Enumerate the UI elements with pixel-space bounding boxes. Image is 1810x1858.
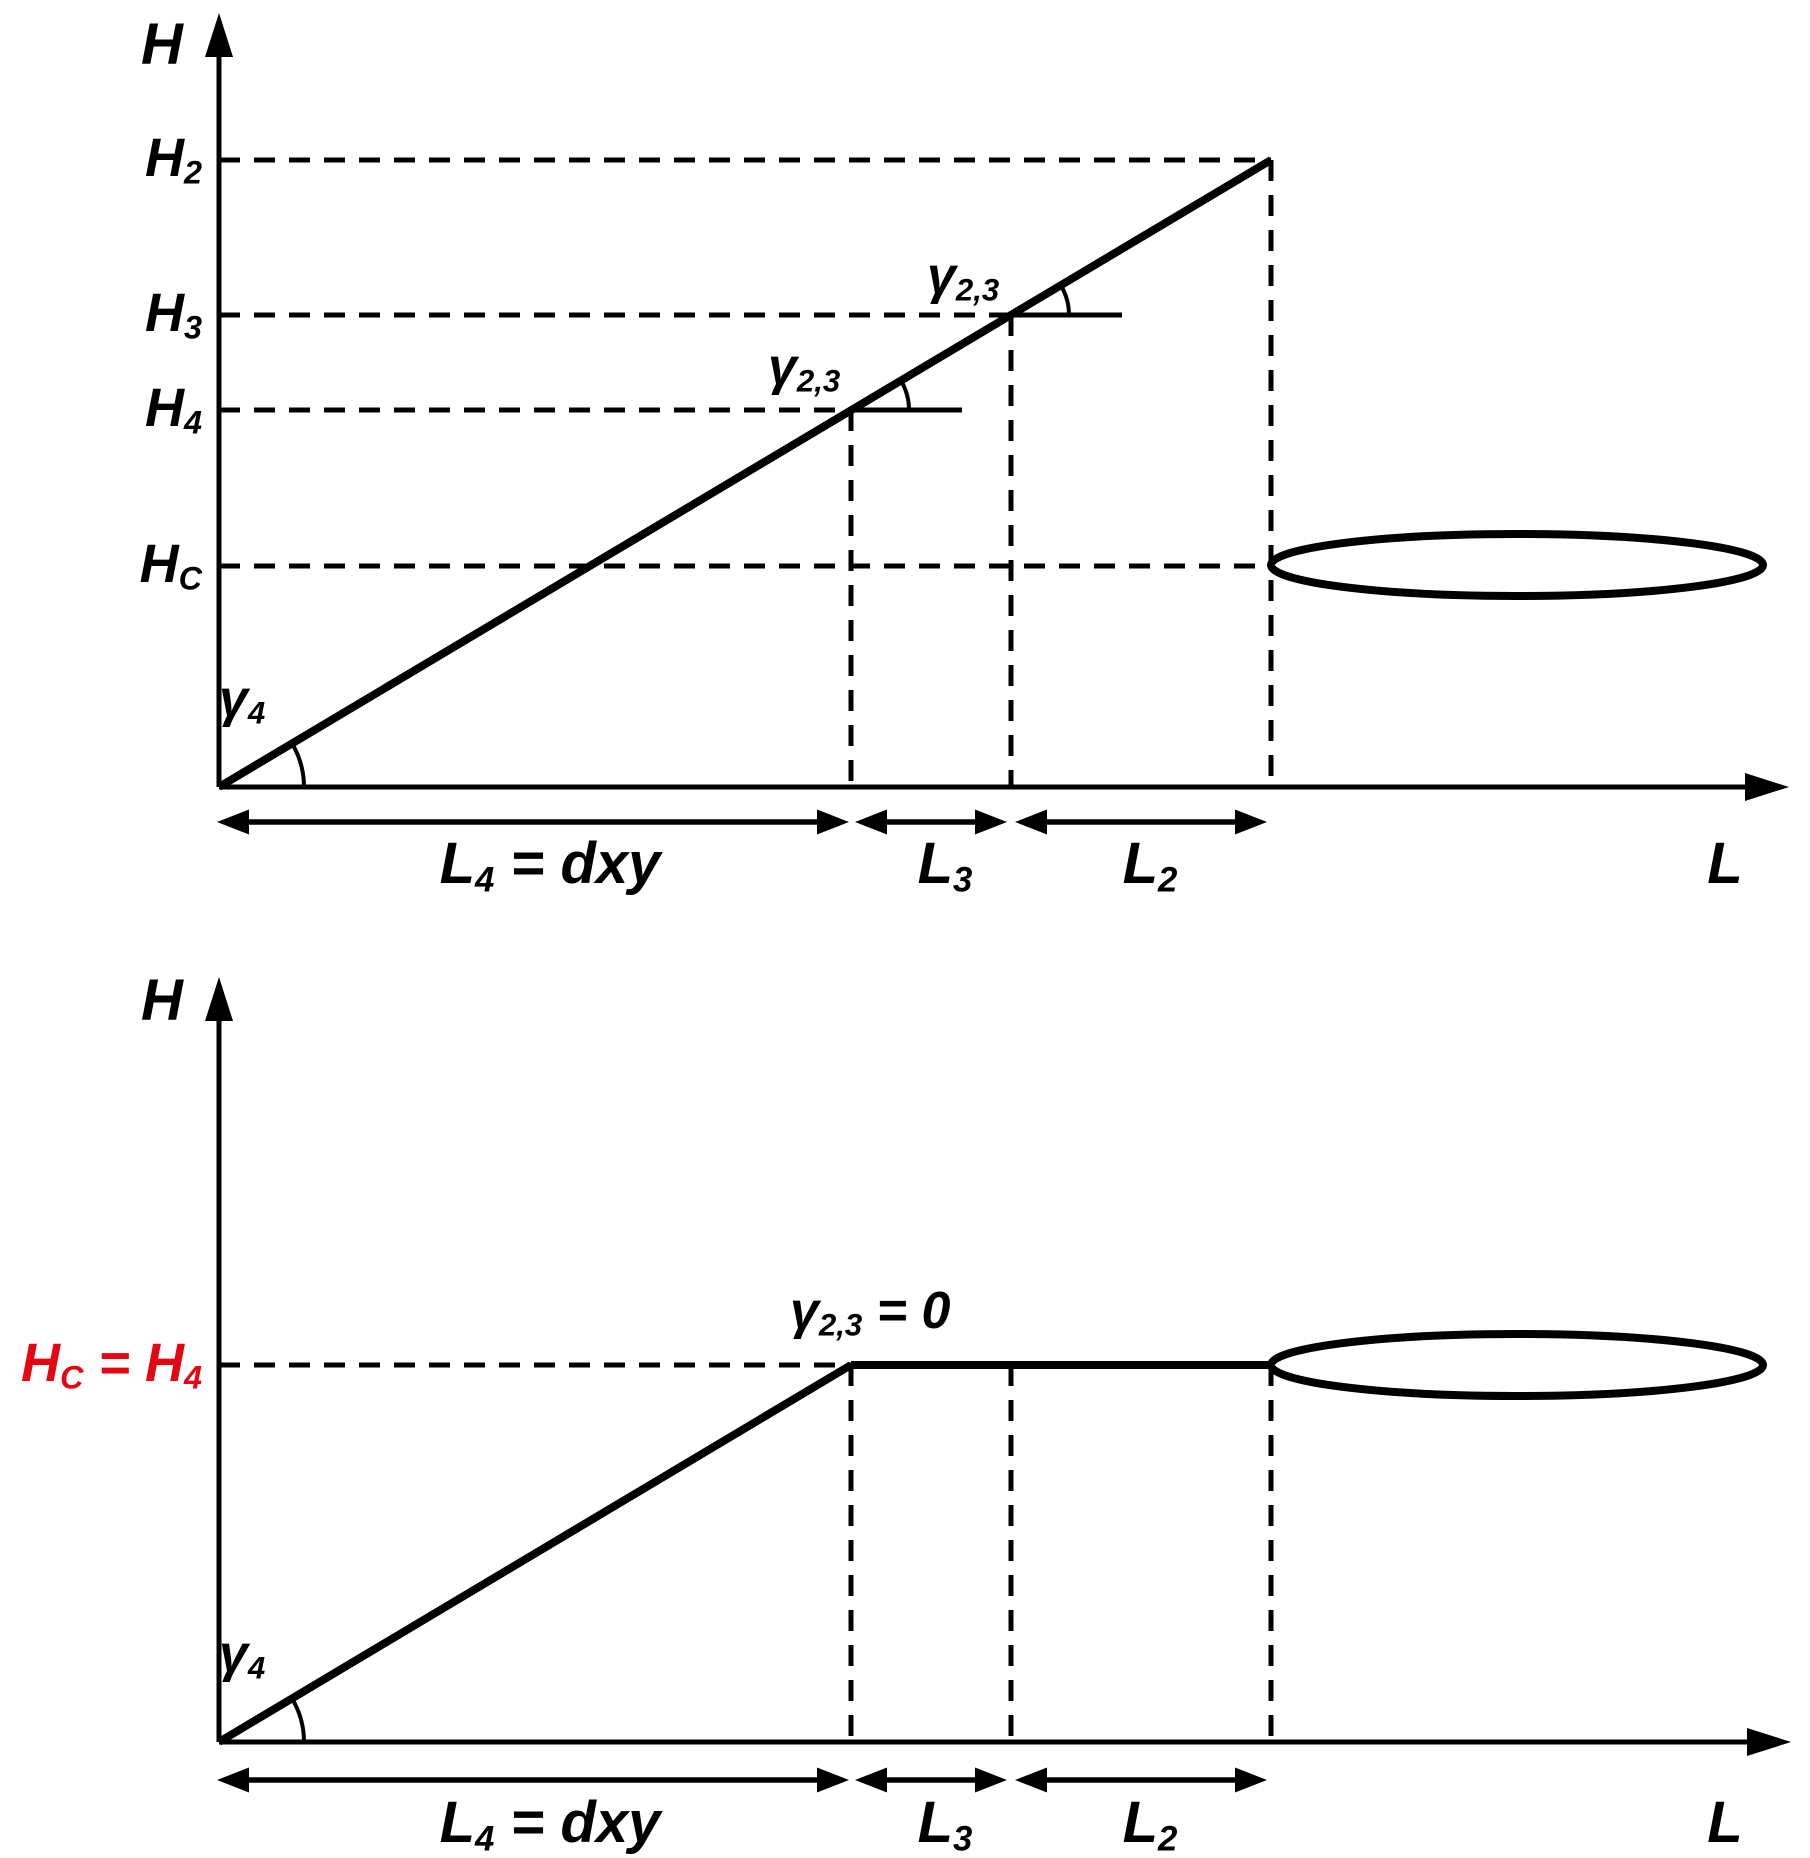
top-h3-label: H3: [144, 282, 202, 346]
top-l2-distance-label: L2: [1122, 831, 1178, 900]
bottom-aircraft-ellipse-icon: [1267, 1330, 1767, 1400]
top-l3-arrowhead-left-icon: [855, 809, 887, 835]
bottom-l3-arrowhead-right-icon: [975, 1767, 1007, 1793]
bottom-l4-arrowhead-right-icon: [817, 1767, 849, 1793]
top-h2-label: H2: [144, 127, 202, 191]
top-flight-path-line: [216, 156, 1274, 791]
top-l-axis-arrowhead-icon: [1745, 773, 1789, 801]
bottom-l-axis-arrowhead-icon: [1747, 1728, 1791, 1756]
bottom-h-axis-arrowhead-icon: [205, 977, 233, 1021]
top-gamma4-label: γ4: [219, 670, 266, 731]
top-h4-label: H4: [144, 377, 202, 441]
bottom-angle-arc-origin: [290, 1697, 306, 1743]
top-gamma23-upper-label: γ2,3: [927, 247, 1000, 308]
bottom-l-axis-label: L: [1707, 1790, 1743, 1855]
top-l2-arrowhead-right-icon: [1235, 809, 1267, 835]
bottom-l2-arrowhead-left-icon: [1015, 1767, 1047, 1793]
bottom-climb-path-line: [216, 1361, 854, 1746]
bottom-l3-distance-label: L3: [917, 1790, 973, 1858]
bottom-gamma23-zero-label: γ2,3 = 0: [790, 1282, 951, 1343]
top-angle-arc-h4: [899, 379, 911, 411]
top-l3-arrowhead-right-icon: [975, 809, 1007, 835]
top-angle-arc-origin: [290, 742, 306, 788]
top-h-axis-label: H: [141, 12, 183, 77]
top-profile-diagram: [205, 13, 1789, 835]
bottom-l3-arrowhead-left-icon: [855, 1767, 887, 1793]
bottom-l4-arrowhead-left-icon: [217, 1767, 249, 1793]
top-hc-label: HC: [139, 533, 202, 597]
top-aircraft-ellipse-icon: [1267, 530, 1767, 600]
bottom-hc-equals-h4-label: HC = H4: [21, 1332, 202, 1396]
top-l-axis-label: L: [1707, 831, 1743, 896]
bottom-distance-arrows: [217, 1767, 1267, 1793]
top-distance-arrows: [217, 809, 1267, 835]
top-l2-arrowhead-left-icon: [1015, 809, 1047, 835]
bottom-l4-distance-label: L4 = dxy: [439, 1790, 661, 1858]
top-l4-distance-label: L4 = dxy: [439, 831, 661, 900]
top-gamma23-lower-label: γ2,3: [768, 338, 841, 399]
bottom-profile-diagram: [205, 977, 1791, 1793]
top-h-axis-arrowhead-icon: [205, 13, 233, 57]
top-l3-distance-label: L3: [917, 831, 973, 900]
top-l4-arrowhead-left-icon: [217, 809, 249, 835]
top-angle-arc-h3: [1059, 284, 1071, 316]
top-l4-arrowhead-right-icon: [817, 809, 849, 835]
bottom-l2-arrowhead-right-icon: [1235, 1767, 1267, 1793]
bottom-l2-distance-label: L2: [1122, 1790, 1178, 1858]
bottom-h-axis-label: H: [141, 968, 183, 1033]
bottom-gamma4-label: γ4: [219, 1625, 266, 1686]
